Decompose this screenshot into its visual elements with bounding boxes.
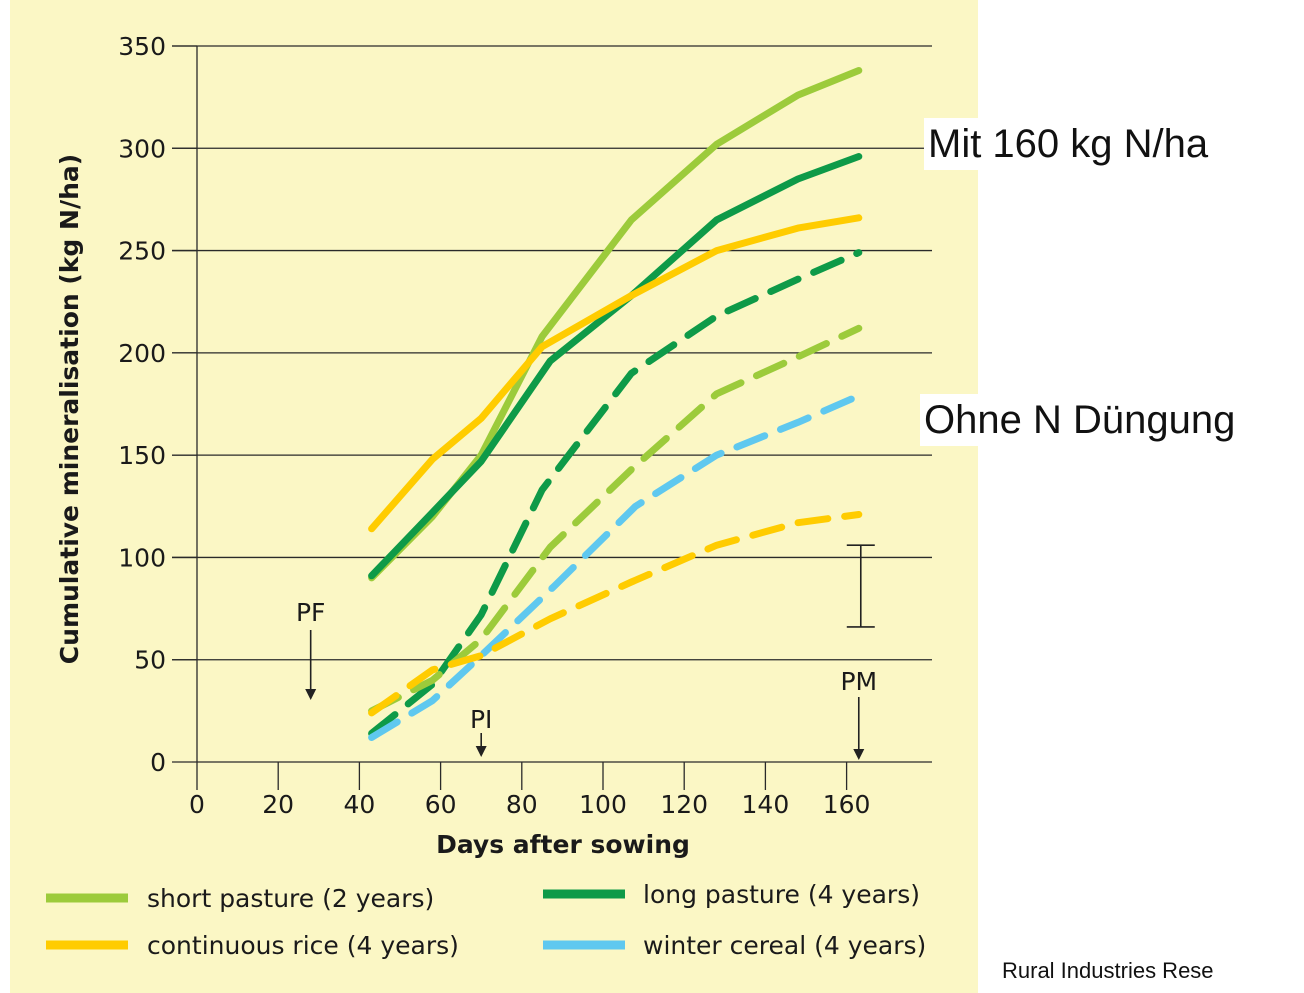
series-line-winter-cereal-4-years-: [368, 392, 863, 741]
x-tick-label-100: 100: [579, 790, 627, 819]
annotation-arrow-pf-head: [305, 689, 317, 700]
series-line-dashed-4: [368, 324, 863, 715]
x-tick-label-160: 160: [823, 790, 871, 819]
legend-label-winter-cereal-4-years-: winter cereal (4 years): [643, 931, 926, 960]
y-tick-label-300: 300: [118, 134, 166, 163]
y-tick-label-0: 0: [150, 748, 166, 777]
y-tick-label-250: 250: [118, 237, 166, 266]
legend-label-short-pasture-2-years-: short pasture (2 years): [147, 884, 434, 913]
y-tick-label-150: 150: [118, 441, 166, 470]
chart-panel: [10, 0, 978, 993]
x-tick-label-140: 140: [742, 790, 790, 819]
series-line-dashed-6: [368, 511, 863, 717]
annotation-pm: PM: [840, 667, 877, 696]
legend-label-long-pasture-4-years-: long pasture (4 years): [643, 880, 920, 909]
legend-label-continuous-rice-4-years-: continuous rice (4 years): [147, 931, 459, 960]
y-tick-label-50: 50: [134, 646, 166, 675]
y-tick-label-350: 350: [118, 32, 166, 61]
x-axis-title: Days after sowing: [436, 830, 690, 859]
note-with-fertilizer: Mit 160 kg N/ha: [924, 118, 1213, 170]
source-credit: Rural Industries Rese: [1002, 958, 1214, 983]
x-tick-label-20: 20: [262, 790, 294, 819]
note-without-fertilizer: Ohne N Düngung: [920, 394, 1240, 446]
x-tick-label-60: 60: [425, 790, 457, 819]
x-tick-label-120: 120: [660, 790, 708, 819]
y-tick-label-100: 100: [118, 543, 166, 572]
series-line-long-pasture-4-years-: [368, 153, 863, 580]
x-tick-label-40: 40: [343, 790, 375, 819]
annotation-pi: PI: [470, 705, 492, 734]
annotation-arrow-pm-head: [853, 749, 865, 760]
x-tick-label-80: 80: [506, 790, 538, 819]
annotation-pf: PF: [296, 598, 325, 627]
y-axis-title: Cumulative mineralisation (kg N/ha): [55, 154, 84, 664]
x-tick-label-0: 0: [189, 790, 205, 819]
y-tick-label-200: 200: [118, 339, 166, 368]
series-line-continuous-rice-4-years-: [368, 214, 863, 533]
series-line-dashed-3: [368, 249, 863, 737]
annotation-arrow-pi-head: [475, 746, 487, 757]
mineralisation-chart: 0 50 100 150 200 250 300 350 0 20 40 60 80 100 120 140 1…: [46, 32, 932, 960]
